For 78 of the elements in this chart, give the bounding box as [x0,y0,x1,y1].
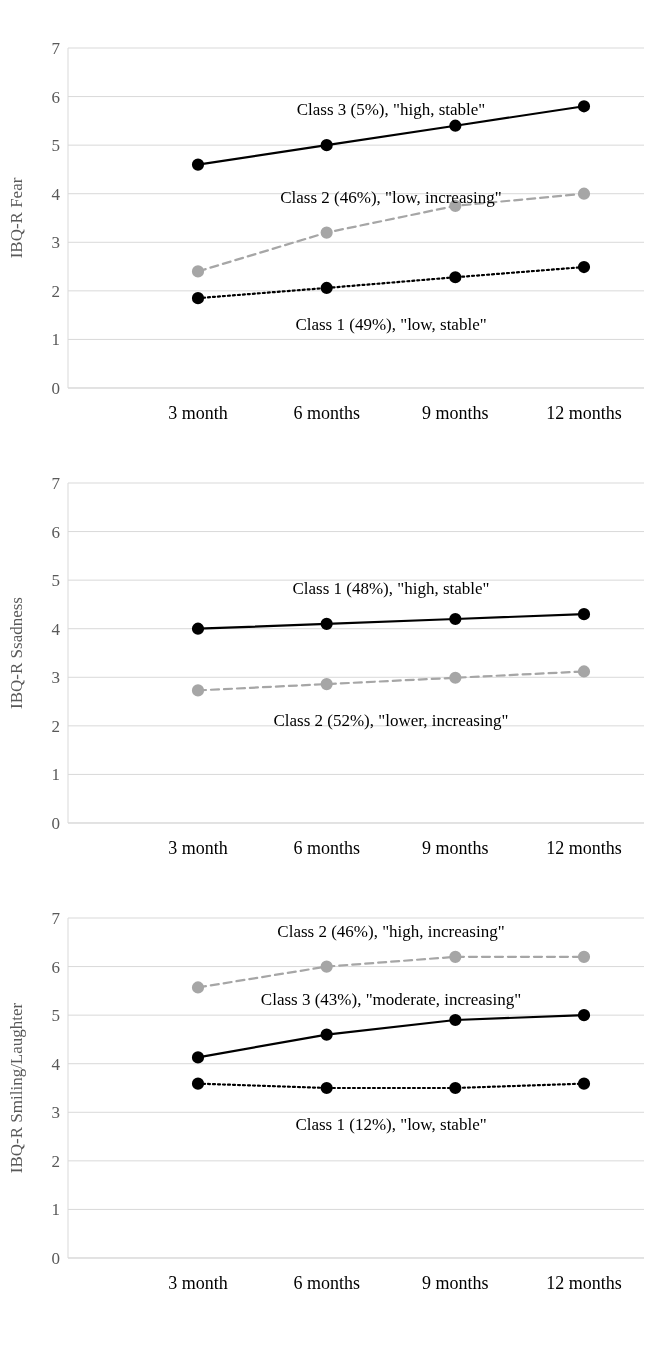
series-label: Class 1 (48%), "high, stable" [292,578,490,598]
x-tick-label: 9 months [422,837,489,858]
point [449,1013,462,1027]
x-tick-label: 6 months [293,402,360,423]
y-axis-title: IBQ-R Fear [7,177,27,259]
x-tick-label: 12 months [546,1272,622,1293]
y-tick-label: 4 [51,619,61,639]
point [320,139,333,152]
y-tick-label: 1 [51,330,60,350]
point [449,271,462,284]
point [449,1081,462,1095]
point [191,981,205,994]
point [577,665,591,678]
y-tick-label: 6 [51,957,60,977]
series-label: Class 2 (52%), "lower, increasing" [273,711,509,731]
point [191,622,205,635]
y-tick-label: 3 [51,233,60,253]
series-label: Class 1 (12%), "low, stable" [295,1115,487,1134]
y-tick-label: 6 [51,522,60,542]
x-tick-label: 6 months [293,1272,360,1293]
point [320,281,333,295]
point [577,950,591,963]
x-tick-label: 3 month [168,1272,228,1293]
y-tick-label: 7 [51,909,61,929]
point [449,950,462,963]
y-tick-label: 5 [51,136,60,156]
point [449,119,462,132]
x-tick-label: 9 months [422,402,489,423]
y-tick-label: 0 [51,1249,60,1269]
point [577,1077,591,1090]
y-tick-label: 0 [51,814,60,834]
series-label: Class 2 (46%), "low, increasing" [280,187,502,207]
y-tick-label: 6 [51,87,60,107]
y-tick-label: 7 [51,39,61,59]
y-axis-title: IBQ-R Smiling/Laughter [7,1002,27,1174]
point [449,612,462,626]
y-tick-label: 2 [51,281,60,301]
point [191,265,205,278]
point [191,292,205,305]
point [320,677,333,691]
x-tick-label: 12 months [546,837,622,858]
y-tick-label: 2 [51,1151,60,1171]
x-tick-label: 12 months [546,402,622,423]
series-label: Class 1 (49%), "low, stable" [295,314,487,334]
point [577,100,591,113]
y-tick-label: 1 [51,1200,60,1220]
point [577,260,591,274]
point [577,1009,591,1022]
y-tick-label: 2 [51,716,60,736]
series-label: Class 3 (43%), "moderate, increasing" [260,989,522,1009]
y-axis-title: IBQ-R Ssadness [7,597,27,709]
y-tick-label: 5 [51,571,60,591]
y-tick-label: 5 [51,1006,60,1026]
series-label: Class 2 (46%), "high, increasing" [277,921,505,941]
y-tick-label: 3 [51,668,60,688]
point [577,608,591,621]
y-tick-label: 7 [51,474,61,494]
point [577,187,591,200]
x-tick-label: 3 month [168,402,228,423]
point [320,617,333,630]
y-tick-label: 4 [51,184,61,204]
y-tick-label: 4 [51,1054,61,1074]
point [320,1028,333,1041]
point [320,960,333,973]
x-tick-label: 6 months [293,837,360,858]
point [191,158,205,171]
series-label: Class 3 (5%), "high, stable" [296,100,486,120]
y-tick-label: 0 [51,379,60,399]
point [191,684,205,697]
point [449,671,462,684]
point [191,1077,205,1090]
x-tick-label: 9 months [422,1272,489,1293]
y-tick-label: 3 [51,1103,60,1123]
point [320,226,333,239]
x-tick-label: 3 month [168,837,228,858]
point [191,1051,205,1064]
point [320,1081,333,1095]
y-tick-label: 1 [51,765,60,785]
